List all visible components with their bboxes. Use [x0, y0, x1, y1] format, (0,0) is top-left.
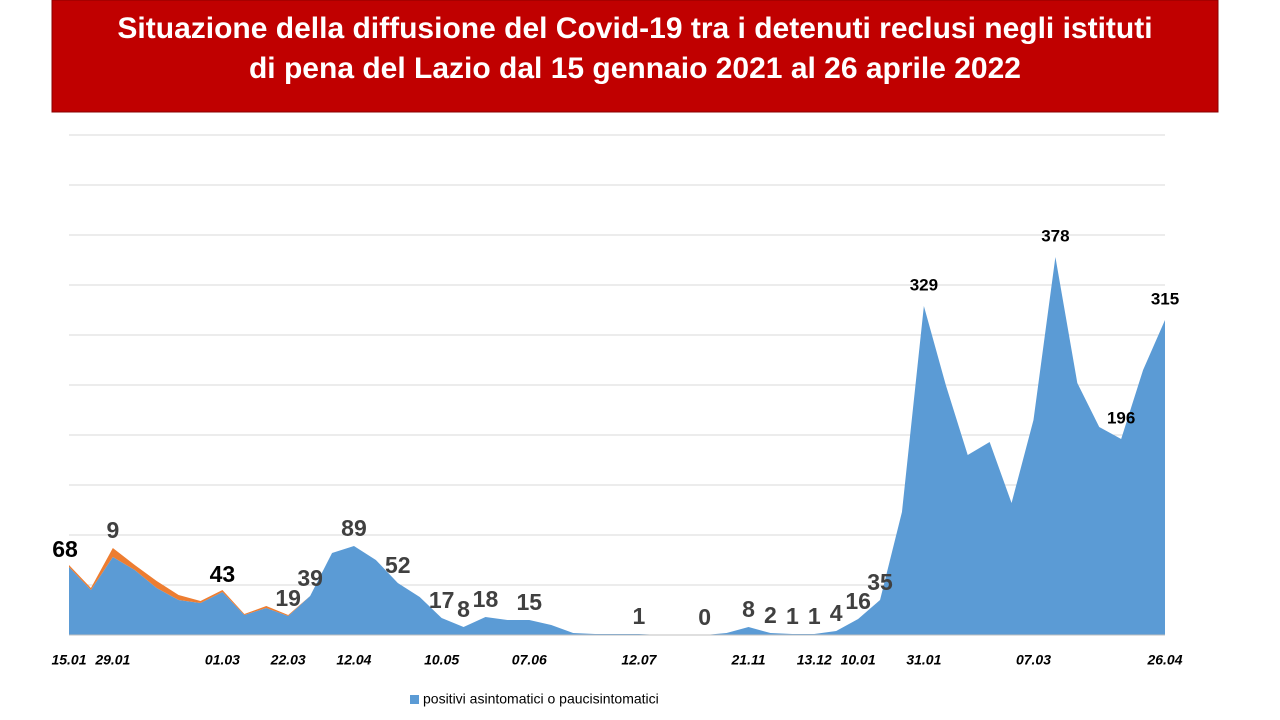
x-tick-label: 21.11: [731, 652, 766, 668]
data-label: 15: [517, 589, 543, 615]
data-label: 39: [297, 565, 323, 591]
data-label: 0: [698, 604, 711, 630]
x-tick-label: 07.03: [1016, 652, 1051, 668]
chart-title: di pena del Lazio dal 15 gennaio 2021 al…: [249, 52, 1021, 85]
data-label: 8: [457, 596, 470, 622]
chart-title: Situazione della diffusione del Covid-19…: [117, 12, 1152, 45]
x-tick-label: 22.03: [270, 652, 306, 668]
data-label: 378: [1041, 226, 1069, 245]
data-label: 89: [341, 515, 367, 541]
data-label: 8: [742, 596, 755, 622]
data-label: 43: [210, 561, 236, 587]
data-label: 1: [808, 603, 821, 629]
data-label: 329: [910, 275, 938, 294]
x-tick-label: 12.04: [336, 652, 371, 668]
x-tick-label: 01.03: [205, 652, 240, 668]
x-tick-label: 29.01: [94, 652, 130, 668]
data-label: 18: [473, 586, 499, 612]
x-tick-label: 15.01: [51, 652, 86, 668]
x-tick-label: 31.01: [906, 652, 941, 668]
data-label: 35: [867, 569, 893, 595]
data-label: 196: [1107, 408, 1135, 427]
x-tick-label: 10.05: [424, 652, 459, 668]
data-label: 68: [52, 536, 78, 562]
data-label: 19: [275, 585, 301, 611]
data-label: 2: [764, 602, 777, 628]
area: [69, 257, 1165, 635]
x-tick-label: 07.06: [512, 652, 547, 668]
x-tick-label: 13.12: [797, 652, 832, 668]
legend-label: positivi asintomatici o paucisintomatici: [423, 691, 659, 707]
data-label: 1: [786, 603, 799, 629]
data-label: 52: [385, 552, 411, 578]
data-label: 9: [106, 517, 119, 543]
title-banner: [51, 0, 1219, 113]
data-label: 315: [1151, 289, 1179, 308]
x-tick-label: 26.04: [1146, 652, 1182, 668]
data-label: 4: [830, 600, 843, 626]
area: [69, 257, 1165, 635]
x-tick-label: 10.01: [841, 652, 876, 668]
data-label: 17: [429, 587, 455, 613]
legend-swatch: [410, 695, 419, 704]
data-label: 1: [633, 603, 646, 629]
x-tick-label: 12.07: [621, 652, 657, 668]
data-label: 16: [845, 588, 871, 614]
